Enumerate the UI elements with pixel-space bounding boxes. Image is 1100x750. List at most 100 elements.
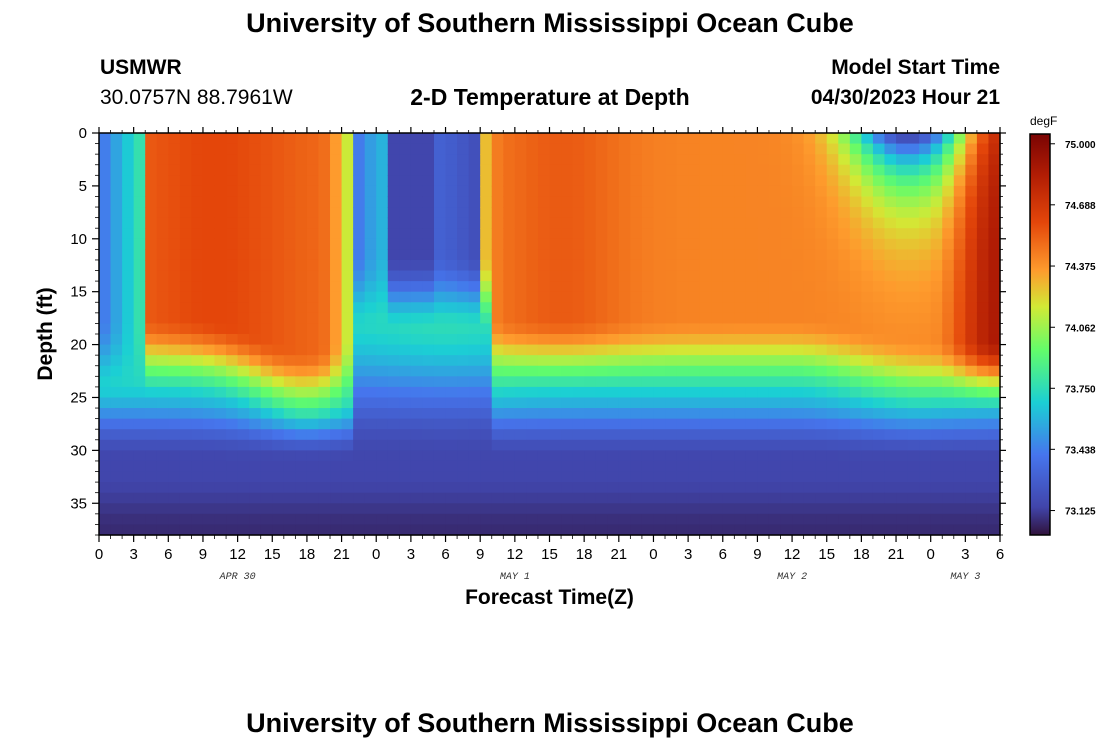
heatmap-cell	[745, 365, 759, 377]
heatmap-cell	[503, 270, 516, 282]
heatmap-cell	[572, 344, 585, 356]
heatmap-cell	[768, 408, 782, 420]
heatmap-cell	[549, 207, 562, 219]
heatmap-cell	[410, 513, 424, 526]
heatmap-cell	[630, 397, 643, 409]
heatmap-cell	[260, 408, 273, 420]
heatmap-cell	[676, 228, 689, 240]
heatmap-cell	[896, 133, 909, 145]
heatmap-cell	[179, 460, 193, 473]
heatmap-cell	[919, 259, 932, 272]
heatmap-cell	[537, 397, 551, 409]
heatmap-cell	[849, 217, 862, 229]
heatmap-cell	[387, 238, 400, 250]
heatmap-cell	[480, 482, 493, 494]
heatmap-cell	[249, 302, 262, 314]
heatmap-cell	[688, 249, 701, 261]
heatmap-cell	[156, 164, 169, 176]
heatmap-cell	[803, 386, 816, 399]
heatmap-cell	[272, 175, 285, 187]
heatmap-cell	[630, 482, 643, 494]
heatmap-cell	[433, 334, 447, 346]
heatmap-cell	[919, 334, 932, 346]
heatmap-cell	[537, 133, 551, 145]
heatmap-cell	[630, 143, 643, 155]
heatmap-cell	[457, 460, 470, 473]
heatmap-cell	[306, 482, 320, 494]
heatmap-cell	[780, 270, 793, 282]
heatmap-cell	[780, 249, 793, 261]
heatmap-cell	[884, 238, 897, 250]
heatmap-cell	[110, 492, 123, 504]
heatmap-cell	[260, 302, 273, 314]
heatmap-cell	[99, 185, 112, 198]
heatmap-cell	[480, 376, 493, 388]
heatmap-cell	[572, 154, 585, 166]
heatmap-cell	[179, 228, 193, 240]
heatmap-cell	[768, 429, 782, 441]
heatmap-cell	[318, 513, 331, 526]
heatmap-cell	[99, 217, 112, 229]
heatmap-cell	[607, 365, 620, 377]
heatmap-cell	[768, 450, 782, 462]
heatmap-cell	[965, 154, 978, 166]
heatmap-cell	[526, 185, 539, 198]
heatmap-cell	[330, 238, 343, 250]
heatmap-cell	[364, 439, 377, 451]
heatmap-cell	[202, 323, 216, 335]
heatmap-cell	[815, 376, 828, 388]
heatmap-cell	[618, 323, 631, 335]
heatmap-cell	[537, 323, 551, 335]
heatmap-cell	[202, 196, 216, 208]
heatmap-cell	[295, 503, 308, 515]
heatmap-cell	[133, 344, 146, 356]
heatmap-cell	[699, 249, 712, 261]
heatmap-cell	[630, 164, 643, 176]
heatmap-cell	[665, 259, 678, 272]
heatmap-cell	[364, 228, 377, 240]
heatmap-cell	[607, 439, 620, 451]
heatmap-cell	[537, 492, 551, 504]
heatmap-cell	[330, 492, 343, 504]
y-tick-label: 15	[70, 284, 87, 301]
heatmap-cell	[410, 217, 424, 229]
heatmap-cell	[295, 386, 308, 399]
heatmap-cell	[676, 471, 689, 483]
heatmap-cell	[133, 471, 146, 483]
heatmap-cell	[249, 450, 262, 462]
heatmap-cell	[156, 217, 169, 229]
heatmap-cell	[699, 228, 712, 240]
heatmap-cell	[930, 503, 943, 515]
heatmap-cell	[561, 418, 574, 430]
heatmap-cell	[757, 238, 770, 250]
heatmap-cell	[491, 482, 504, 494]
heatmap-cell	[191, 408, 204, 420]
heatmap-cell	[872, 460, 886, 473]
heatmap-cell	[803, 207, 816, 219]
heatmap-cell	[976, 439, 990, 451]
heatmap-cell	[364, 503, 377, 515]
heatmap-cell	[976, 207, 990, 219]
heatmap-cell	[526, 207, 539, 219]
heatmap-cell	[976, 281, 990, 293]
heatmap-cell	[618, 217, 631, 229]
heatmap-cell	[803, 471, 816, 483]
heatmap-cell	[249, 397, 262, 409]
heatmap-cell	[410, 281, 424, 293]
heatmap-cell	[526, 376, 539, 388]
heatmap-cell	[561, 196, 574, 208]
heatmap-cell	[318, 238, 331, 250]
heatmap-cell	[399, 291, 412, 303]
heatmap-cell	[653, 217, 666, 229]
heatmap-cell	[953, 323, 966, 335]
heatmap-cell	[988, 228, 1001, 240]
heatmap-cell	[722, 386, 735, 399]
x-tick-label: 21	[610, 546, 627, 563]
heatmap-cell	[745, 259, 759, 272]
heatmap-cell	[110, 482, 123, 494]
heatmap-cell	[722, 334, 735, 346]
heatmap-cell	[306, 196, 320, 208]
heatmap-cell	[410, 196, 424, 208]
heatmap-cell	[849, 365, 862, 377]
heatmap-cell	[537, 408, 551, 420]
